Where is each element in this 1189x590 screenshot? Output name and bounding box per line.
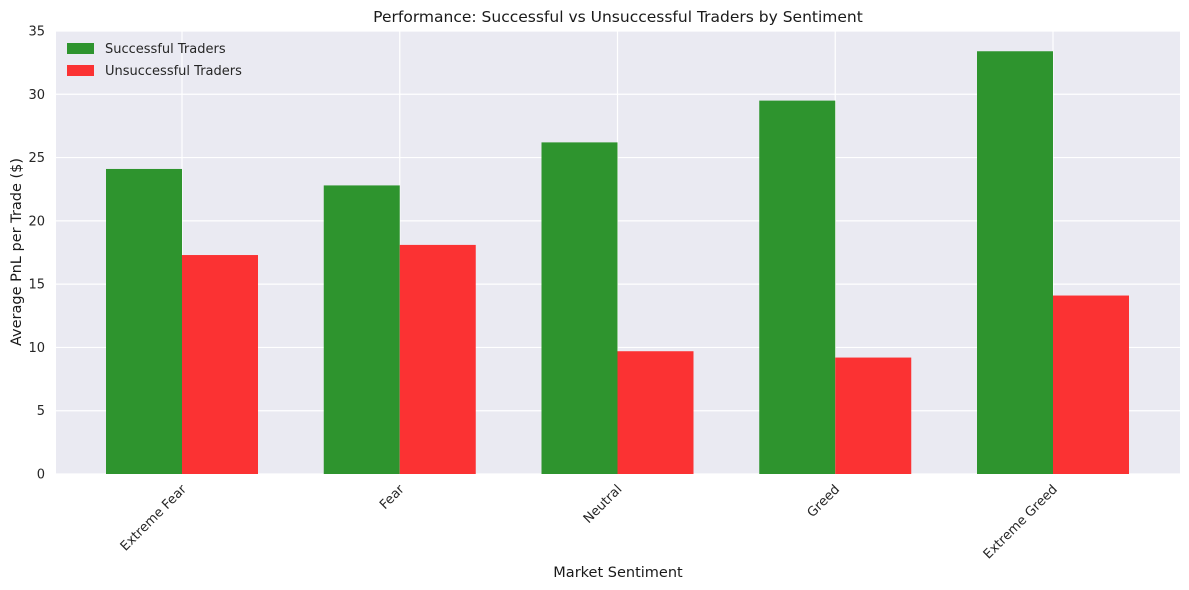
bar-successful: [977, 51, 1053, 474]
bar-successful: [541, 142, 618, 474]
legend-swatch-unsuccessful: [67, 65, 94, 76]
y-tick-label: 20: [28, 214, 45, 229]
y-tick-label: 35: [28, 25, 45, 40]
bar-successful: [323, 185, 400, 474]
y-tick-label: 10: [28, 341, 45, 356]
legend-label-successful: Successful Traders: [105, 42, 226, 57]
x-tick-label: Extreme Greed: [981, 482, 1061, 562]
x-tick-label: Extreme Fear: [118, 482, 191, 555]
bar-unsuccessful: [835, 357, 912, 474]
bar-unsuccessful: [182, 255, 258, 474]
chart-title: Performance: Successful vs Unsuccessful …: [373, 8, 863, 26]
x-tick-labels: Extreme Fear Fear Neutral Greed Extreme Gree…: [118, 482, 1061, 563]
bar-unsuccessful: [1053, 295, 1129, 474]
bar-successful: [106, 168, 182, 474]
x-tick-label: Neutral: [581, 482, 626, 527]
y-tick-label: 25: [28, 151, 45, 166]
y-tick-labels: 0 5 10 15 20 25 30 35: [28, 25, 45, 483]
x-tick-label: Fear: [377, 482, 408, 513]
y-tick-label: 0: [37, 468, 45, 483]
bar-successful: [759, 100, 836, 474]
legend: Successful Traders Unsuccessful Traders: [67, 42, 242, 79]
legend-label-unsuccessful: Unsuccessful Traders: [105, 64, 242, 79]
x-axis-label: Market Sentiment: [553, 565, 683, 581]
bar-unsuccessful: [399, 244, 476, 474]
x-tick-label: Greed: [805, 482, 843, 520]
y-axis-label: Average PnL per Trade ($): [9, 158, 25, 346]
legend-swatch-successful: [67, 43, 94, 54]
bar-unsuccessful: [617, 351, 694, 474]
bars: [106, 51, 1129, 474]
y-tick-label: 5: [37, 404, 45, 419]
y-tick-label: 30: [28, 88, 45, 103]
y-tick-label: 15: [28, 278, 45, 293]
